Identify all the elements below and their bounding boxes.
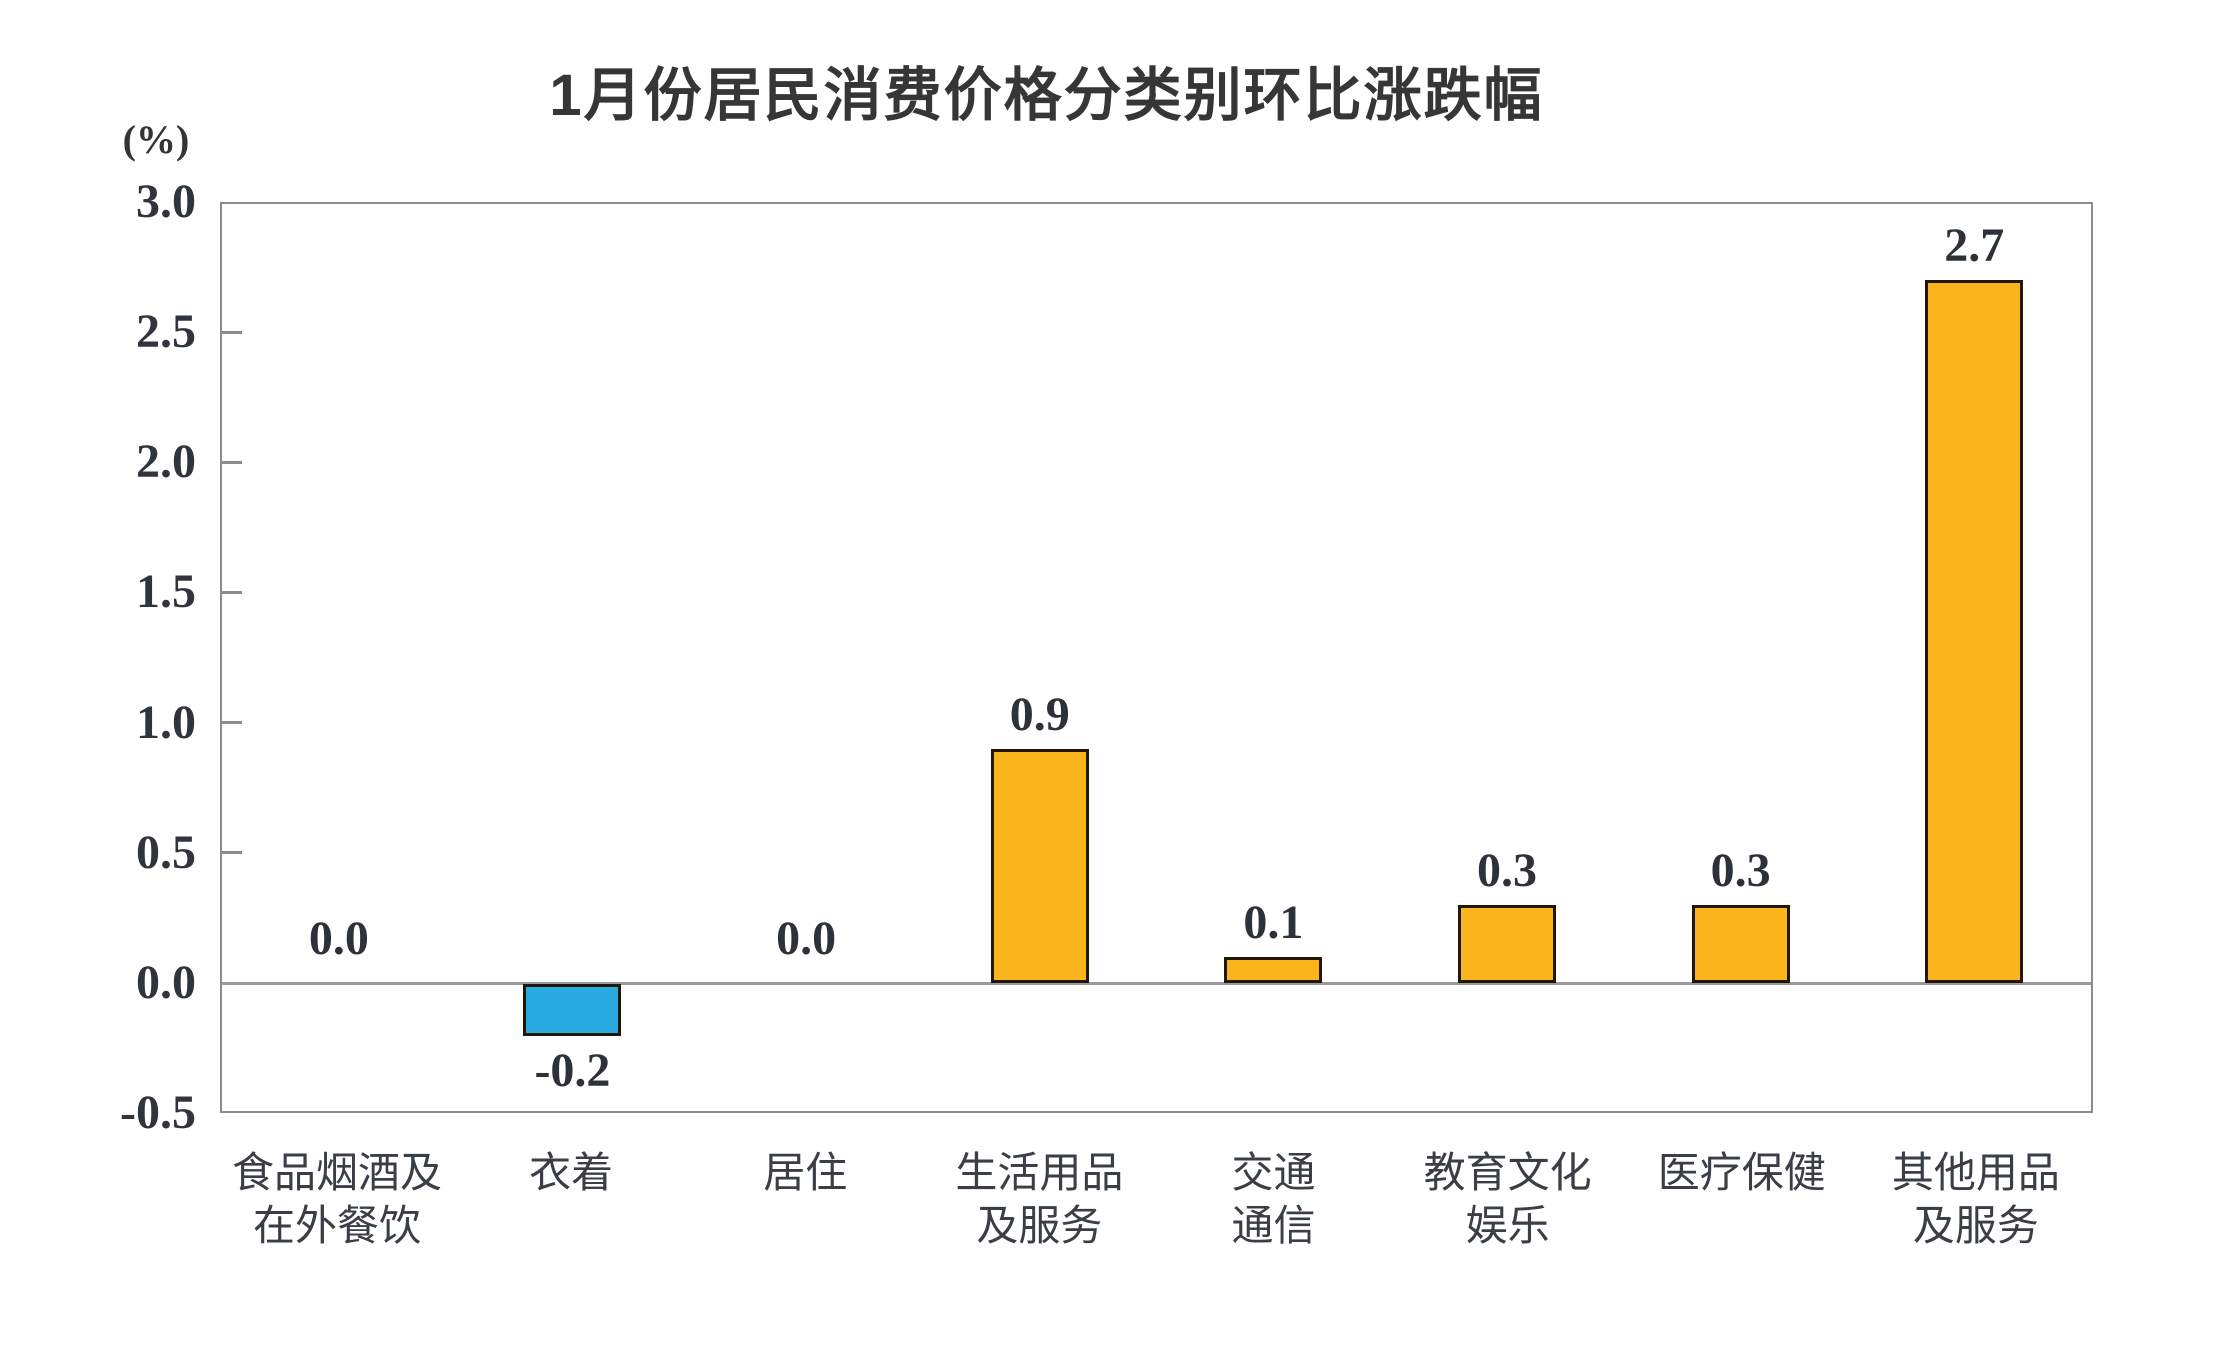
y-axis-unit-label: (%): [122, 117, 190, 162]
chart-title: 1月份居民消费价格分类别环比涨跌幅: [549, 63, 1544, 128]
y-tick-mark: [222, 330, 242, 334]
bar-value-label: 0.3: [1710, 843, 1771, 897]
bar-value-label: 0.3: [1476, 843, 1537, 897]
y-tick-label: 1.0: [136, 695, 196, 749]
bar: [1925, 280, 2024, 983]
y-tick-label: -0.5: [120, 1086, 196, 1139]
category-label: 衣着: [441, 1148, 701, 1201]
category-label-line: 通信: [1231, 1204, 1316, 1250]
bar-value-label: 0.0: [776, 911, 837, 965]
category-label: 生活用品 及服务: [909, 1148, 1169, 1254]
y-tick-label: 1.5: [136, 565, 196, 619]
category-label-line: 衣着: [529, 1151, 614, 1197]
bar: [1224, 956, 1323, 983]
category-label-line: 及服务: [1912, 1204, 2039, 1250]
bar-value-label: 0.0: [308, 911, 369, 965]
bar: [990, 748, 1089, 983]
category-label-line: 及服务: [976, 1204, 1103, 1250]
y-tick-mark: [222, 590, 242, 594]
category-label: 教育文化 娱乐: [1378, 1148, 1638, 1254]
bar-value-label: 0.1: [1243, 895, 1304, 949]
bar-value-label: -0.2: [534, 1043, 611, 1097]
category-label-line: 娱乐: [1465, 1204, 1550, 1250]
zero-line: [222, 981, 2091, 985]
y-tick-mark: [222, 721, 242, 725]
plot-area: 0.0 -0.2 0.0 0.9 0.1 0.3 0.3 2.7: [220, 202, 2093, 1113]
y-tick-label: 2.5: [136, 305, 196, 359]
category-label-line: 教育文化: [1423, 1151, 1592, 1197]
bar: [523, 983, 622, 1036]
category-label-line: 食品烟酒及: [232, 1151, 443, 1197]
category-label: 医疗保健: [1612, 1148, 1872, 1201]
category-label-line: 交通: [1231, 1151, 1316, 1197]
category-label-line: 其他用品: [1891, 1151, 2060, 1197]
category-label: 其他用品 及服务: [1846, 1148, 2106, 1254]
category-label-line: 居住: [763, 1151, 848, 1197]
bar: [1691, 904, 1790, 983]
category-label: 食品烟酒及 在外餐饮: [207, 1148, 467, 1254]
y-tick-mark: [222, 460, 242, 464]
bar: [1457, 904, 1556, 983]
category-label-line: 医疗保健: [1657, 1151, 1826, 1197]
category-label-line: 生活用品: [955, 1151, 1124, 1197]
y-tick-label: 3.0: [136, 175, 196, 228]
category-label: 交通 通信: [1144, 1148, 1404, 1254]
y-tick-mark: [222, 851, 242, 855]
bar-value-label: 0.9: [1009, 687, 1070, 741]
category-label-line: 在外餐饮: [253, 1204, 422, 1250]
category-label: 居住: [675, 1148, 935, 1201]
y-tick-label: 0.5: [136, 825, 196, 879]
y-tick-label: 0.0: [136, 955, 196, 1009]
y-tick-label: 2.0: [136, 435, 196, 489]
bar-value-label: 2.7: [1944, 219, 2005, 273]
